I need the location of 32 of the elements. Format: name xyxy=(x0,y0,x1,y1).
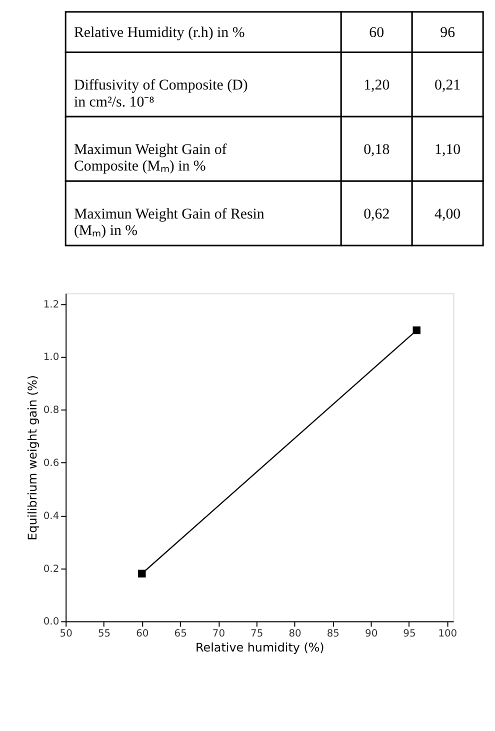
text: 4,00 xyxy=(434,206,461,222)
x-tick-label: 95 xyxy=(403,628,416,640)
y-tick-label: 0.4 xyxy=(43,510,60,522)
x-tick-label: 65 xyxy=(174,628,187,640)
x-tick-label: 55 xyxy=(98,628,111,640)
x-tick-label: 85 xyxy=(326,628,340,640)
x-tick-label: 70 xyxy=(212,628,226,640)
y-tick-label: 1.2 xyxy=(43,299,60,310)
text: 96 xyxy=(440,25,456,42)
x-tick-label: 90 xyxy=(365,628,378,640)
text: 0,62 xyxy=(364,206,390,222)
text: 1,20 xyxy=(364,77,390,94)
x-tick-label: 50 xyxy=(60,628,72,640)
x-tick-label: 60 xyxy=(136,628,149,640)
x-tick-label: 80 xyxy=(288,628,302,640)
y-tick-label: 0.0 xyxy=(43,616,60,628)
text: Relative Humidity (r.h) in % xyxy=(74,25,245,42)
text: 0,21 xyxy=(434,77,461,94)
text: Maximun Weight Gain of Composite (Mₘ) in % xyxy=(74,142,227,175)
x-tick-label: 75 xyxy=(250,628,264,640)
y-tick-label: 0.6 xyxy=(43,458,60,469)
y-tick-label: 0.8 xyxy=(43,405,60,416)
text: 1,10 xyxy=(434,142,461,158)
y-tick-label: 1.0 xyxy=(43,352,60,364)
y-tick-label: 0.2 xyxy=(43,564,60,575)
x-tick-label: 100 xyxy=(438,628,458,640)
text: Diffusivity of Composite (D) in cm²/s. 10⁻⁸ xyxy=(74,77,248,110)
text: 0,18 xyxy=(364,142,390,158)
x-axis-title: Relative humidity (%) xyxy=(196,640,324,655)
y-axis-title: Equilibrium weight gain (%) xyxy=(25,375,40,540)
text: 60 xyxy=(369,25,384,42)
text: Maximun Weight Gain of Resin (Mₘ) in % xyxy=(74,206,265,240)
